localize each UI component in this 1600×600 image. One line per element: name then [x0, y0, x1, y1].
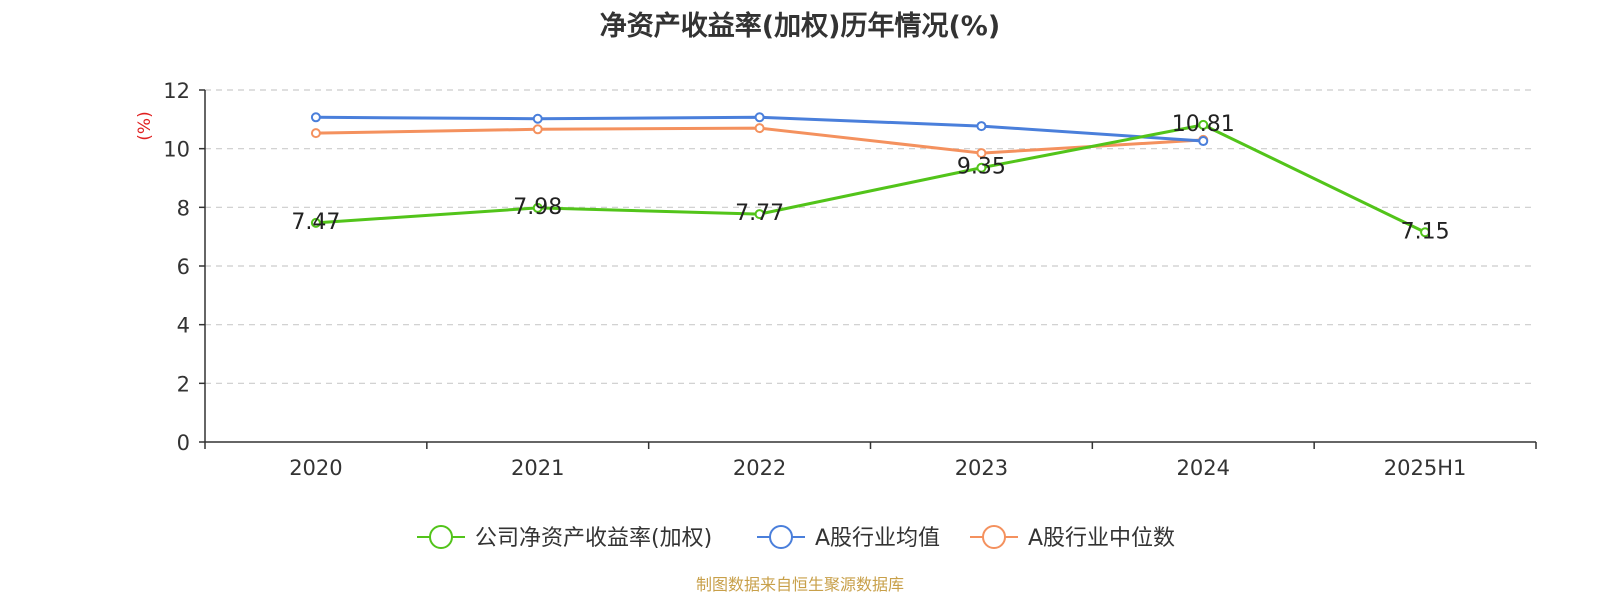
y-tick-label: 6	[177, 255, 190, 279]
y-axis-unit-label: (%)	[135, 111, 155, 140]
legend-marker	[982, 525, 1006, 549]
data-point	[532, 124, 543, 135]
series-lines	[310, 112, 1431, 238]
legend-entry: A股行业中位数	[1028, 526, 1175, 551]
axes: 0 2 4 6 8 10 12 2020 2021 2022 2023 2024 2025H1	[163, 79, 1537, 480]
data-point	[1420, 227, 1431, 238]
data-point	[532, 202, 543, 213]
chart-title: 净资产收益率(加权)历年情况(%)	[599, 11, 1001, 42]
data-label: 9.35	[957, 155, 1006, 180]
data-label: 10.81	[1172, 112, 1235, 137]
legend-entry: 公司净资产收益率(加权)	[475, 526, 712, 551]
legend-marker	[429, 525, 453, 549]
x-tick-label: 2023	[955, 456, 1008, 480]
data-point	[754, 112, 765, 123]
data-point	[310, 217, 321, 228]
data-point	[1198, 119, 1209, 130]
data-point	[310, 128, 321, 139]
data-label: 7.15	[1401, 219, 1450, 244]
y-tick-label: 4	[177, 314, 190, 338]
x-tick-label: 2024	[1177, 456, 1230, 480]
legend-marker	[769, 525, 793, 549]
data-label: 7.77	[735, 201, 784, 226]
data-point	[976, 121, 987, 132]
x-tick-label: 2022	[733, 456, 786, 480]
grid-lines	[205, 89, 1536, 384]
data-point	[754, 209, 765, 220]
y-tick-label: 12	[163, 79, 190, 103]
data-point	[754, 123, 765, 134]
x-tick-label: 2021	[511, 456, 564, 480]
data-point	[976, 162, 987, 173]
legend: 公司净资产收益率(加权) A股行业均值 A股行业中位数	[417, 525, 1175, 551]
x-tick-label: 2025H1	[1384, 456, 1467, 480]
legend-entry: A股行业均值	[815, 526, 940, 551]
data-label: 7.47	[291, 210, 340, 235]
x-tick-label: 2020	[289, 456, 342, 480]
data-point	[532, 113, 543, 124]
y-tick-label: 0	[177, 431, 190, 455]
y-tick-label: 2	[177, 372, 190, 396]
data-labels: 7.47 7.98 7.77 9.35 10.81 7.15	[291, 112, 1449, 244]
y-tick-label: 10	[163, 138, 190, 162]
y-tick-label: 8	[177, 196, 190, 220]
data-label: 7.98	[513, 195, 562, 220]
data-point	[976, 148, 987, 159]
source-note: 制图数据来自恒生聚源数据库	[696, 575, 904, 594]
data-point	[1198, 136, 1209, 147]
data-point	[310, 112, 321, 123]
series-line	[315, 123, 1426, 234]
